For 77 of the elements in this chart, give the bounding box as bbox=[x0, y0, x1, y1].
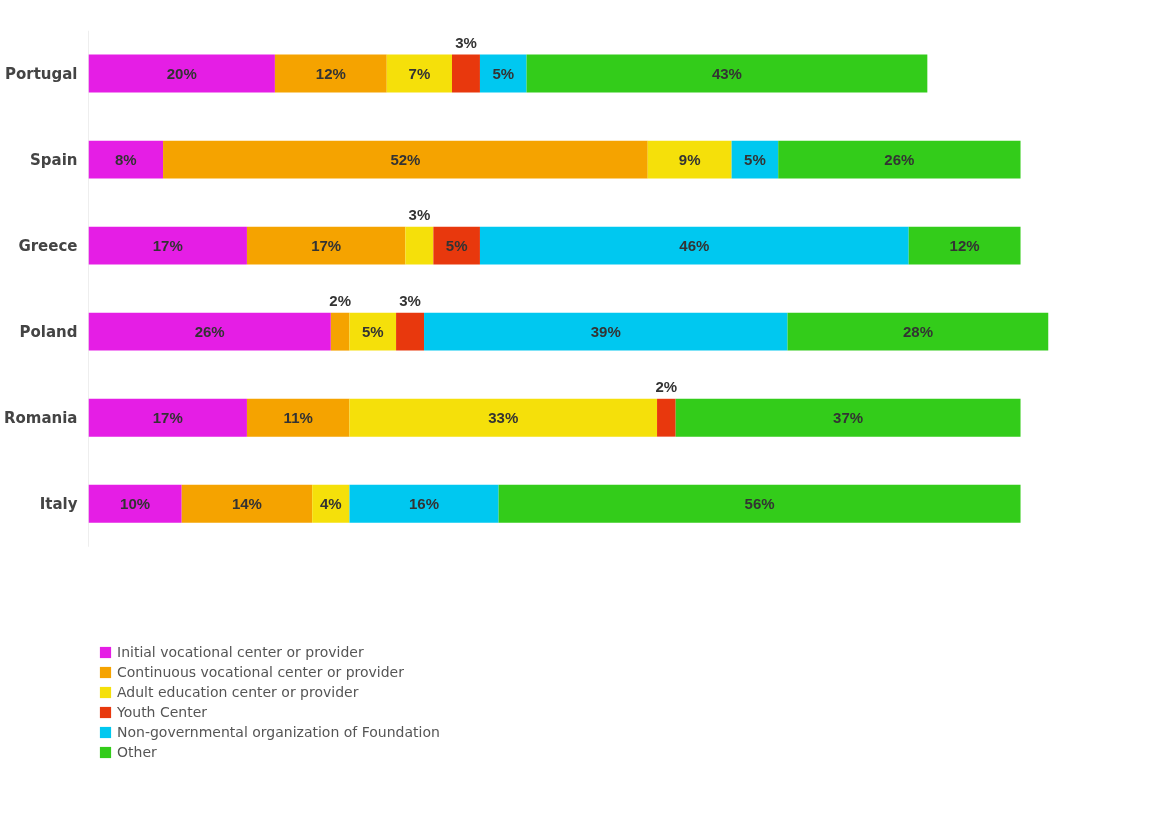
data-label: 12% bbox=[949, 237, 980, 255]
data-label: 7% bbox=[408, 65, 431, 83]
data-label: 37% bbox=[833, 409, 864, 427]
bar bbox=[88, 312, 331, 351]
bar bbox=[424, 312, 788, 351]
data-label: 16% bbox=[409, 495, 440, 513]
bar bbox=[246, 398, 350, 437]
bar bbox=[675, 398, 1021, 437]
bar bbox=[479, 226, 909, 265]
data-label: 11% bbox=[283, 409, 313, 427]
bar bbox=[349, 398, 658, 437]
legend-label: Continuous vocational center or provider bbox=[117, 664, 404, 680]
data-label: 26% bbox=[884, 151, 915, 169]
data-label: 5% bbox=[492, 65, 515, 83]
data-label: 43% bbox=[711, 65, 742, 83]
legend-label: Non-governmental organization of Foundation bbox=[117, 724, 440, 740]
data-label: 26% bbox=[194, 323, 225, 341]
data-label: 4% bbox=[319, 495, 342, 513]
bar bbox=[88, 398, 247, 437]
bar bbox=[787, 312, 1049, 351]
data-label: 17% bbox=[152, 237, 183, 255]
y-tick-label: Italy bbox=[39, 494, 78, 513]
bar bbox=[657, 398, 676, 437]
data-label: 28% bbox=[903, 323, 934, 341]
bar bbox=[349, 484, 499, 523]
bar bbox=[778, 140, 1021, 179]
data-label: 20% bbox=[166, 65, 197, 83]
data-label: 2% bbox=[329, 292, 351, 310]
bar bbox=[163, 140, 648, 179]
data-label: 3% bbox=[399, 292, 421, 310]
data-label: 5% bbox=[361, 323, 384, 341]
bar bbox=[647, 140, 732, 179]
bar bbox=[88, 484, 182, 523]
data-label: 17% bbox=[311, 237, 342, 255]
bar bbox=[349, 312, 397, 351]
y-tick-label: Poland bbox=[19, 322, 78, 341]
bar bbox=[498, 484, 1021, 523]
legend-label: Youth Center bbox=[117, 704, 208, 720]
data-label: 12% bbox=[315, 65, 346, 83]
data-label: 3% bbox=[455, 34, 477, 52]
bar bbox=[396, 312, 425, 351]
bar bbox=[452, 54, 480, 93]
legend-label: Other bbox=[117, 744, 157, 760]
legend-label: Initial vocational center or provider bbox=[117, 644, 364, 660]
data-label: 46% bbox=[679, 237, 710, 255]
data-label: 10% bbox=[120, 495, 151, 513]
data-label: 56% bbox=[744, 495, 775, 513]
bar bbox=[731, 140, 779, 179]
legend-label: Adult education center or provider bbox=[117, 684, 359, 700]
y-tick-label: Portugal bbox=[4, 64, 78, 83]
y-tick-label: Greece bbox=[18, 236, 78, 255]
data-label: 2% bbox=[655, 378, 678, 396]
bar bbox=[88, 54, 275, 93]
data-label: 52% bbox=[390, 151, 421, 169]
y-tick-label: Romania bbox=[3, 408, 78, 427]
bar bbox=[88, 140, 164, 179]
bar bbox=[526, 54, 928, 93]
bar bbox=[386, 54, 452, 93]
data-label: 14% bbox=[231, 495, 262, 513]
bar bbox=[330, 312, 350, 351]
data-label: 17% bbox=[152, 409, 183, 427]
data-label: 5% bbox=[744, 151, 766, 169]
bar bbox=[479, 54, 527, 93]
data-label: 8% bbox=[114, 151, 137, 169]
bar bbox=[908, 226, 1021, 265]
bar bbox=[405, 226, 434, 265]
bar bbox=[433, 226, 480, 265]
bar bbox=[274, 54, 387, 93]
data-label: 3% bbox=[408, 206, 431, 224]
y-tick-label: Spain bbox=[30, 150, 78, 169]
bar bbox=[181, 484, 313, 523]
bar bbox=[88, 226, 247, 265]
bar bbox=[246, 226, 406, 265]
data-label: 5% bbox=[445, 237, 468, 255]
data-label: 9% bbox=[678, 151, 701, 169]
data-label: 39% bbox=[590, 323, 621, 341]
data-label: 33% bbox=[488, 409, 519, 427]
